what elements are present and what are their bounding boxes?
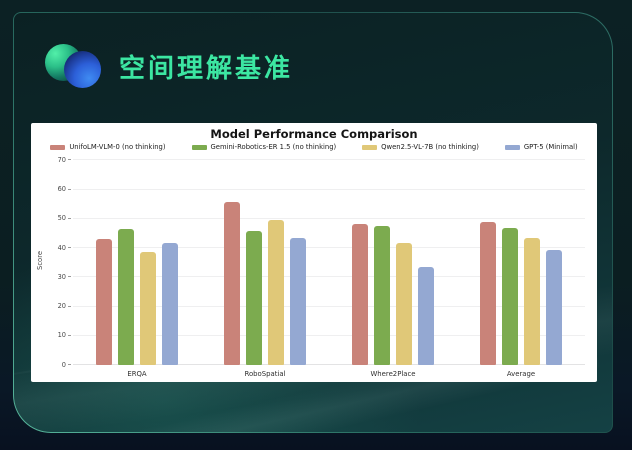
y-tick-mark bbox=[68, 159, 71, 161]
chart-panel: Model Performance Comparison UnifoLM-VLM… bbox=[31, 123, 597, 382]
bar bbox=[480, 221, 496, 365]
gridline bbox=[73, 305, 585, 307]
legend-swatch bbox=[504, 144, 520, 150]
y-tick-label: 50 bbox=[57, 214, 66, 223]
bar bbox=[418, 267, 434, 365]
bar-group bbox=[201, 156, 329, 365]
gridline bbox=[73, 334, 585, 336]
y-tick-mark bbox=[68, 334, 71, 336]
legend-swatch bbox=[50, 144, 66, 150]
legend-item: UnifoLM-VLM-0 (no thinking) bbox=[50, 143, 166, 151]
legend-item: Gemini-Robotics-ER 1.5 (no thinking) bbox=[191, 143, 337, 151]
bar-groups bbox=[73, 156, 585, 365]
legend-swatch bbox=[362, 144, 378, 150]
y-tick-label: 60 bbox=[57, 185, 66, 194]
bar bbox=[352, 224, 368, 365]
overlapping-circles-logo-icon bbox=[45, 42, 103, 90]
legend-swatch bbox=[191, 144, 207, 150]
y-tick-mark bbox=[68, 217, 71, 219]
y-tick-label: 70 bbox=[57, 155, 66, 164]
legend-item: Qwen2.5-VL-7B (no thinking) bbox=[362, 143, 479, 151]
gridline bbox=[73, 276, 585, 278]
y-tick-label: 30 bbox=[57, 272, 66, 281]
legend-label: Gemini-Robotics-ER 1.5 (no thinking) bbox=[210, 143, 337, 151]
gridline bbox=[73, 217, 585, 219]
bar bbox=[268, 220, 284, 365]
chart-legend: UnifoLM-VLM-0 (no thinking) Gemini-Roboti… bbox=[31, 143, 597, 151]
chart-title: Model Performance Comparison bbox=[210, 127, 418, 141]
bar bbox=[290, 238, 306, 365]
gridline bbox=[73, 364, 585, 365]
bar bbox=[118, 228, 134, 365]
plot-area: 0 10 20 30 40 50 60 70 bbox=[58, 156, 585, 369]
bar bbox=[162, 242, 178, 365]
slide-title: 空间理解基准 bbox=[119, 52, 294, 83]
y-tick-label: 40 bbox=[57, 243, 66, 252]
y-tick-mark bbox=[68, 276, 71, 278]
y-axis-label: Score bbox=[36, 250, 44, 271]
bar bbox=[396, 243, 412, 365]
slide-header: 空间理解基准 bbox=[45, 40, 293, 92]
logo-blue-circle-icon bbox=[64, 51, 101, 88]
bar bbox=[140, 252, 156, 365]
x-axis-label: ERQA bbox=[127, 370, 147, 378]
legend-label: UnifoLM-VLM-0 (no thinking) bbox=[69, 143, 166, 151]
y-tick-mark bbox=[68, 247, 71, 249]
gridline bbox=[73, 247, 585, 249]
legend-label: GPT-5 (Minimal) bbox=[523, 143, 578, 151]
bar bbox=[546, 249, 562, 365]
gridline bbox=[73, 159, 585, 161]
bar bbox=[374, 225, 390, 365]
legend-item: GPT-5 (Minimal) bbox=[504, 143, 578, 151]
gridline bbox=[73, 188, 585, 190]
y-tick-label: 10 bbox=[57, 331, 66, 340]
bar-group bbox=[329, 156, 457, 365]
bar bbox=[96, 239, 112, 365]
bar bbox=[502, 228, 518, 365]
bar-group bbox=[457, 156, 585, 365]
x-axis-label: RoboSpatial bbox=[244, 370, 286, 378]
bar bbox=[524, 238, 540, 365]
y-tick-mark bbox=[68, 364, 71, 365]
bar-group bbox=[73, 156, 201, 365]
bar bbox=[246, 230, 262, 365]
y-tick-label: 20 bbox=[57, 302, 66, 311]
bar bbox=[224, 201, 240, 365]
legend-label: Qwen2.5-VL-7B (no thinking) bbox=[381, 143, 479, 151]
x-axis-label: Average bbox=[506, 370, 536, 378]
y-tick-mark bbox=[68, 188, 71, 190]
x-axis-label: Where2Place bbox=[370, 370, 416, 378]
y-tick-label: 0 bbox=[61, 360, 66, 369]
x-axis-labels: ERQA RoboSpatial Where2Place Average bbox=[73, 370, 585, 378]
y-tick-mark bbox=[68, 305, 71, 307]
